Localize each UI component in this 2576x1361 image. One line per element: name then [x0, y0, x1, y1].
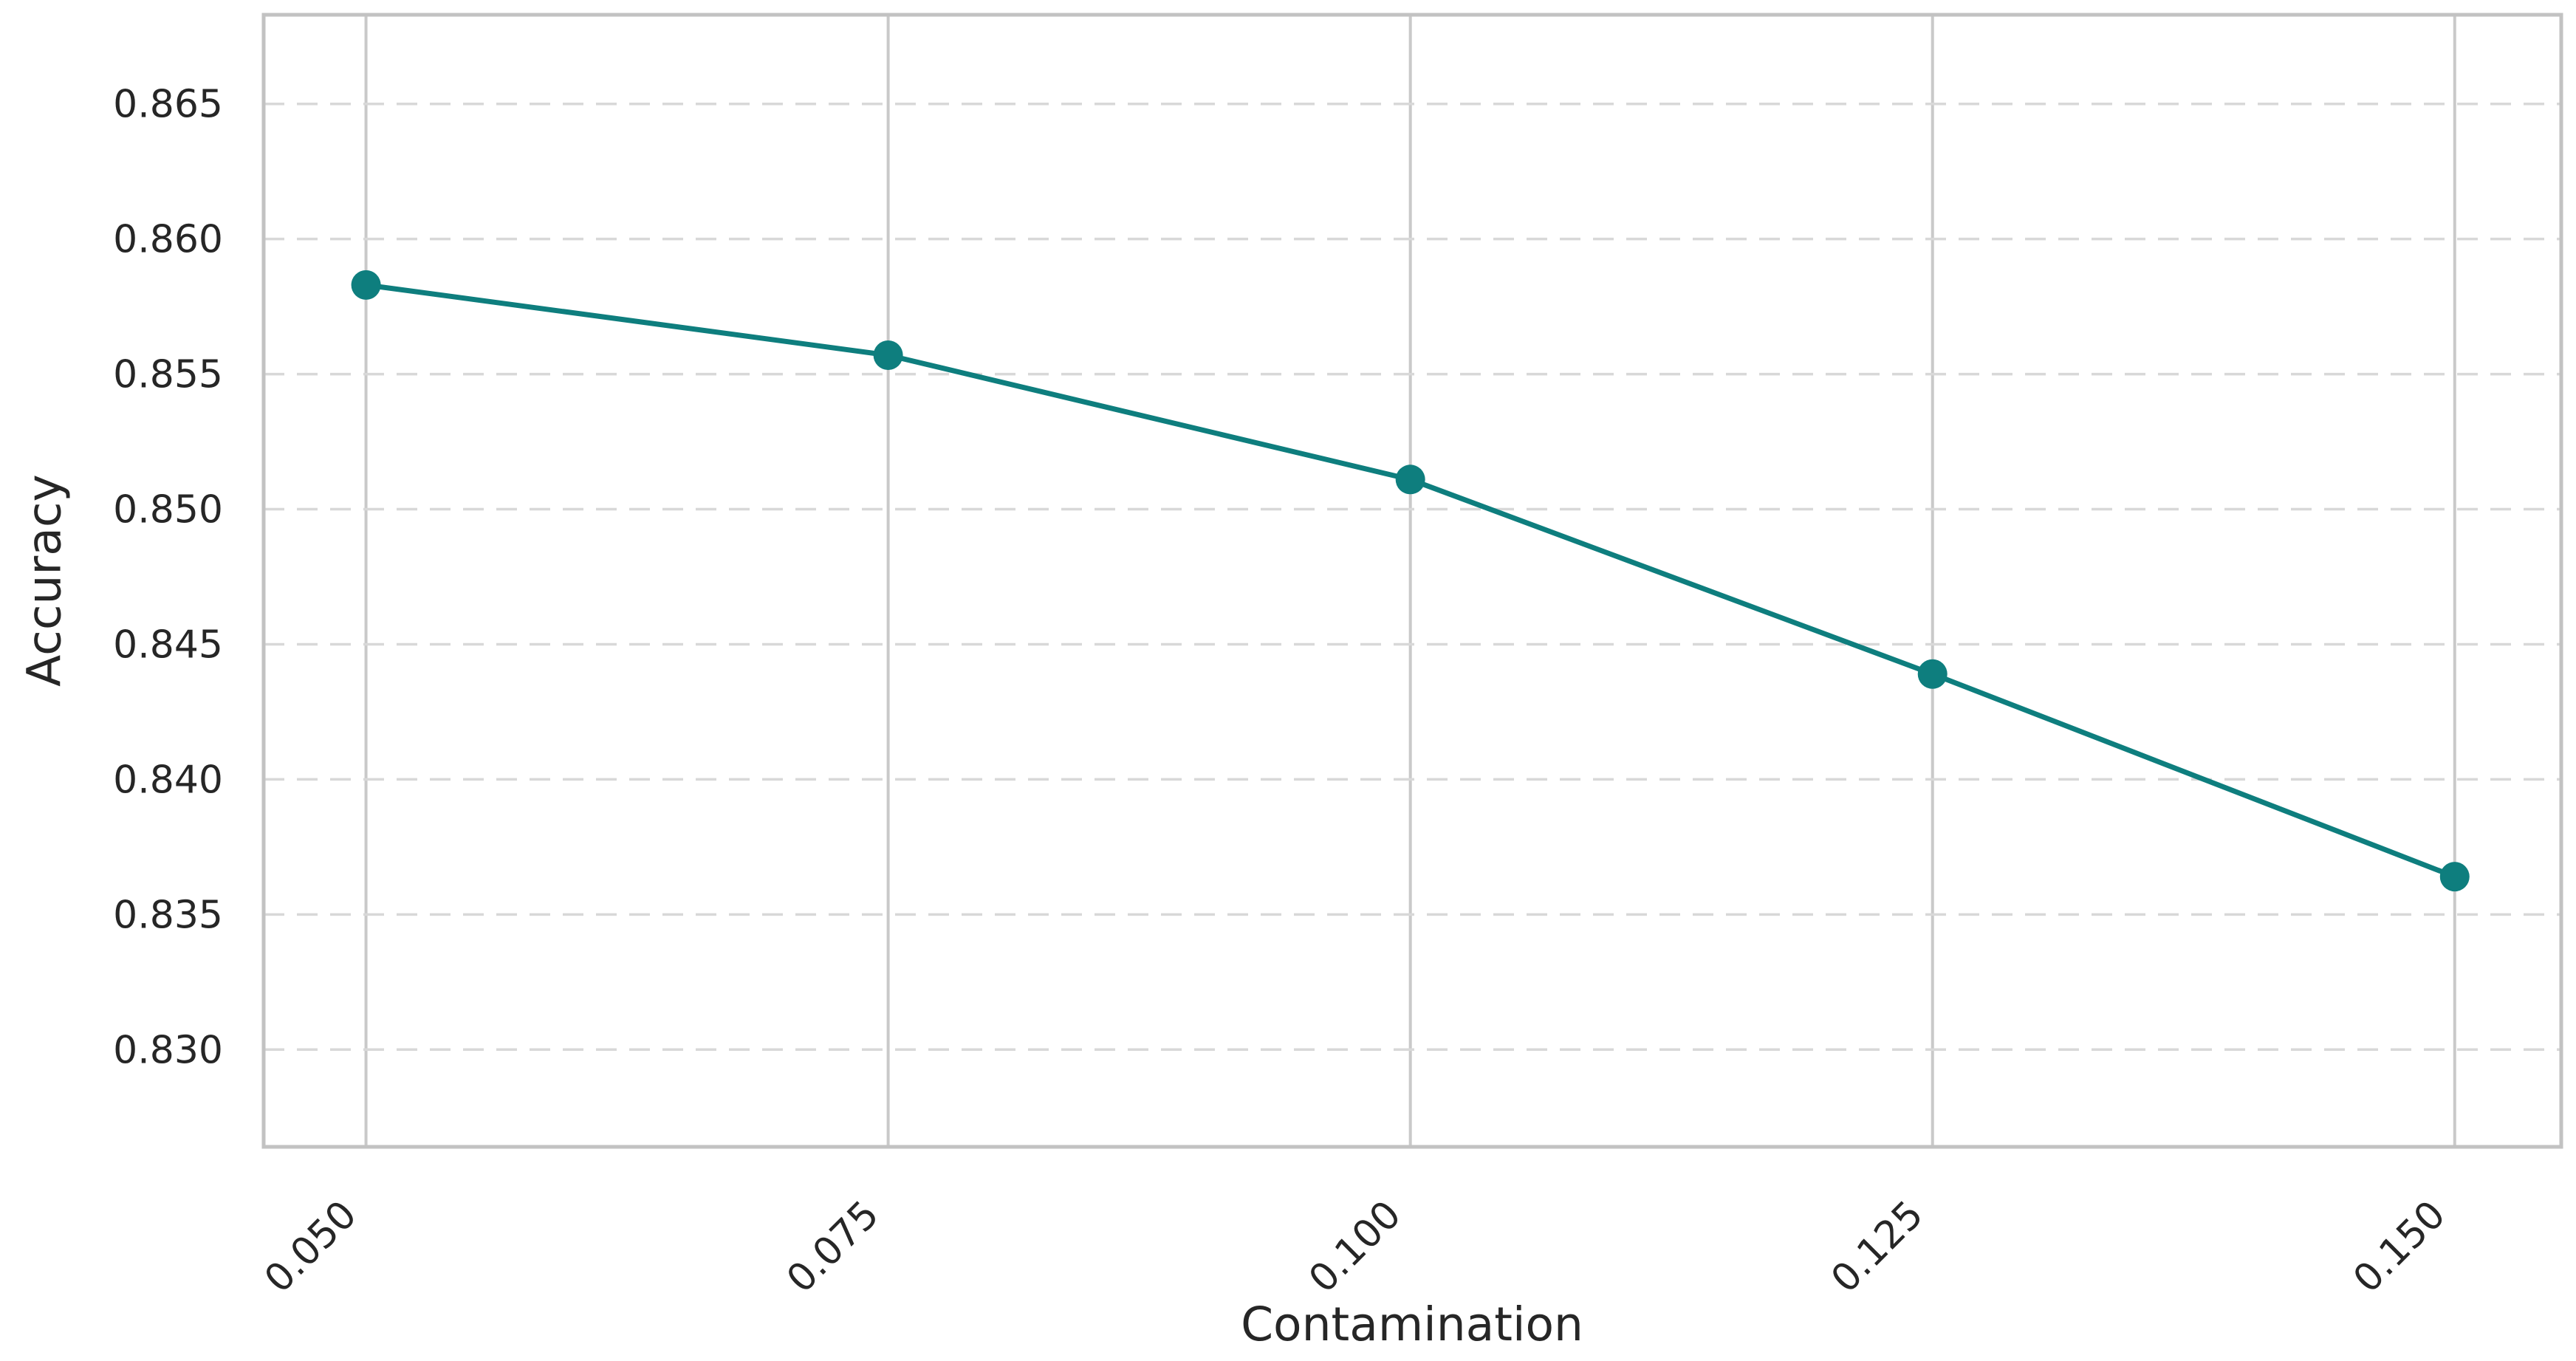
data-point — [2439, 862, 2470, 892]
x-tick-label: 0.050 — [256, 1193, 366, 1302]
y-tick-label: 0.855 — [113, 353, 223, 397]
data-point — [1917, 659, 1948, 689]
x-axis-label: Contamination — [1241, 1297, 1583, 1351]
data-point — [873, 340, 903, 370]
y-tick-label: 0.830 — [113, 1028, 223, 1072]
x-tick-label: 0.125 — [1823, 1193, 1932, 1302]
data-point — [1395, 464, 1425, 495]
y-tick-label: 0.865 — [113, 83, 223, 127]
x-tick-label: 0.150 — [2345, 1193, 2454, 1302]
y-tick-label: 0.845 — [113, 623, 223, 667]
y-axis-label: Accuracy — [17, 474, 72, 687]
data-point — [351, 270, 381, 300]
y-tick-label: 0.860 — [113, 218, 223, 262]
plot-frame — [261, 13, 2563, 1149]
y-tick-label: 0.840 — [113, 758, 223, 802]
y-tick-label: 0.850 — [113, 488, 223, 532]
x-tick-label: 0.075 — [778, 1193, 888, 1302]
x-tick-label: 0.100 — [1301, 1193, 1410, 1302]
y-tick-label: 0.835 — [113, 893, 223, 937]
